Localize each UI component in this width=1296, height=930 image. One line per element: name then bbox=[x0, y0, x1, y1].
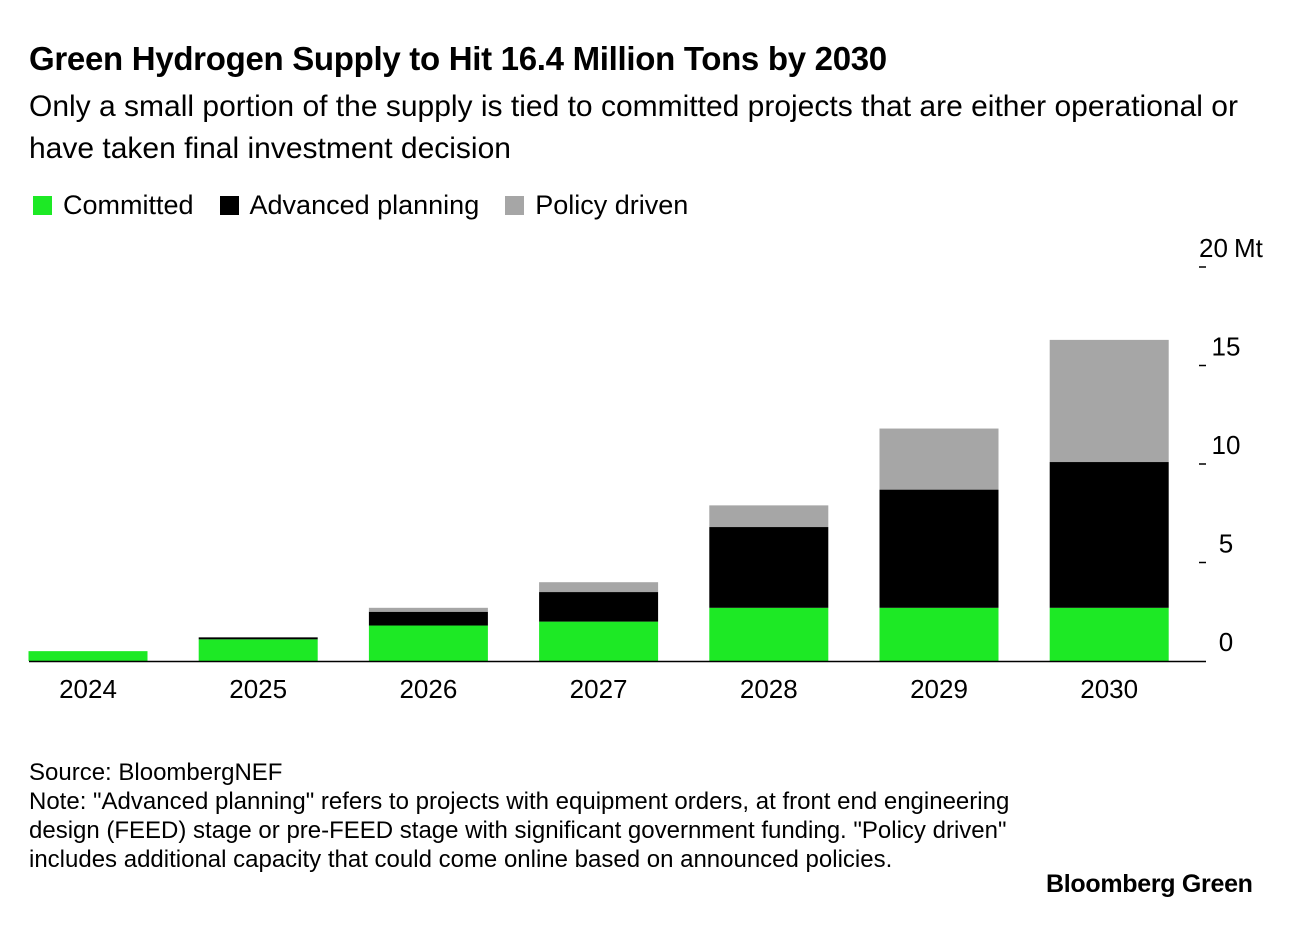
bar-committed-2027 bbox=[539, 621, 659, 661]
x-tick-label-2024: 2024 bbox=[59, 674, 117, 704]
bar-committed-2026 bbox=[368, 625, 488, 661]
x-tick-label-2028: 2028 bbox=[740, 674, 798, 704]
bar-committed-2025 bbox=[198, 639, 318, 661]
bar-advanced-planning-2026 bbox=[368, 611, 488, 626]
legend-label-policy-driven: Policy driven bbox=[535, 190, 689, 220]
y-tick-label-0: 0 bbox=[1219, 627, 1233, 657]
bar-policy-driven-2026 bbox=[368, 607, 488, 612]
chart-title: Green Hydrogen Supply to Hit 16.4 Millio… bbox=[29, 40, 887, 77]
bar-advanced-planning-2030 bbox=[1049, 462, 1169, 608]
brand-logo: Bloomberg Green bbox=[1046, 870, 1253, 898]
x-tick-label-2025: 2025 bbox=[229, 674, 287, 704]
x-tick-label-2030: 2030 bbox=[1080, 674, 1138, 704]
legend-label-advanced-planning: Advanced planning bbox=[249, 190, 480, 220]
y-tick-label-10: 10 bbox=[1212, 430, 1241, 460]
bar-policy-driven-2027 bbox=[539, 582, 659, 593]
bar-policy-driven-2028 bbox=[709, 505, 829, 528]
bar-advanced-planning-2025 bbox=[198, 637, 318, 640]
bar-committed-2029 bbox=[879, 607, 999, 661]
legend-item-committed: Committed bbox=[33, 190, 194, 221]
chart-subtitle: Only a small portion of the supply is ti… bbox=[29, 90, 1238, 165]
legend-swatch-policy-driven bbox=[505, 196, 525, 215]
y-tick-label-20: 20 bbox=[1199, 233, 1228, 263]
legend-swatch-advanced-planning bbox=[219, 196, 239, 215]
x-tick-label-2029: 2029 bbox=[910, 674, 968, 704]
bar-advanced-planning-2027 bbox=[539, 592, 659, 622]
bar-policy-driven-2029 bbox=[879, 428, 999, 490]
legend-label-committed: Committed bbox=[63, 190, 194, 220]
bar-advanced-planning-2029 bbox=[879, 489, 999, 608]
source-note: Source: BloombergNEF bbox=[29, 759, 283, 786]
footer: Source: BloombergNEF Note: "Advanced pla… bbox=[29, 758, 1029, 874]
x-tick-label-2026: 2026 bbox=[399, 674, 457, 704]
bar-committed-2030 bbox=[1049, 607, 1169, 661]
x-tick-label-2027: 2027 bbox=[570, 674, 628, 704]
y-axis-unit: Mt bbox=[1234, 233, 1264, 263]
legend: Committed Advanced planning Policy drive… bbox=[33, 190, 714, 221]
bar-policy-driven-2030 bbox=[1049, 339, 1169, 463]
bar-committed-2024 bbox=[28, 651, 148, 661]
bar-advanced-planning-2028 bbox=[709, 527, 829, 608]
bar-committed-2028 bbox=[709, 607, 829, 661]
stacked-bar-chart: 2024 2025 2026 2027 2028 2029 2030 0 5 10 15 20 Mt bbox=[28, 233, 1264, 704]
legend-item-advanced-planning: Advanced planning bbox=[219, 190, 480, 221]
y-tick-label-5: 5 bbox=[1219, 529, 1233, 559]
y-tick-label-15: 15 bbox=[1212, 332, 1241, 362]
legend-swatch-committed bbox=[33, 196, 52, 215]
footnote: Note: "Advanced planning" refers to proj… bbox=[29, 788, 1010, 873]
legend-item-policy-driven: Policy driven bbox=[505, 190, 688, 221]
